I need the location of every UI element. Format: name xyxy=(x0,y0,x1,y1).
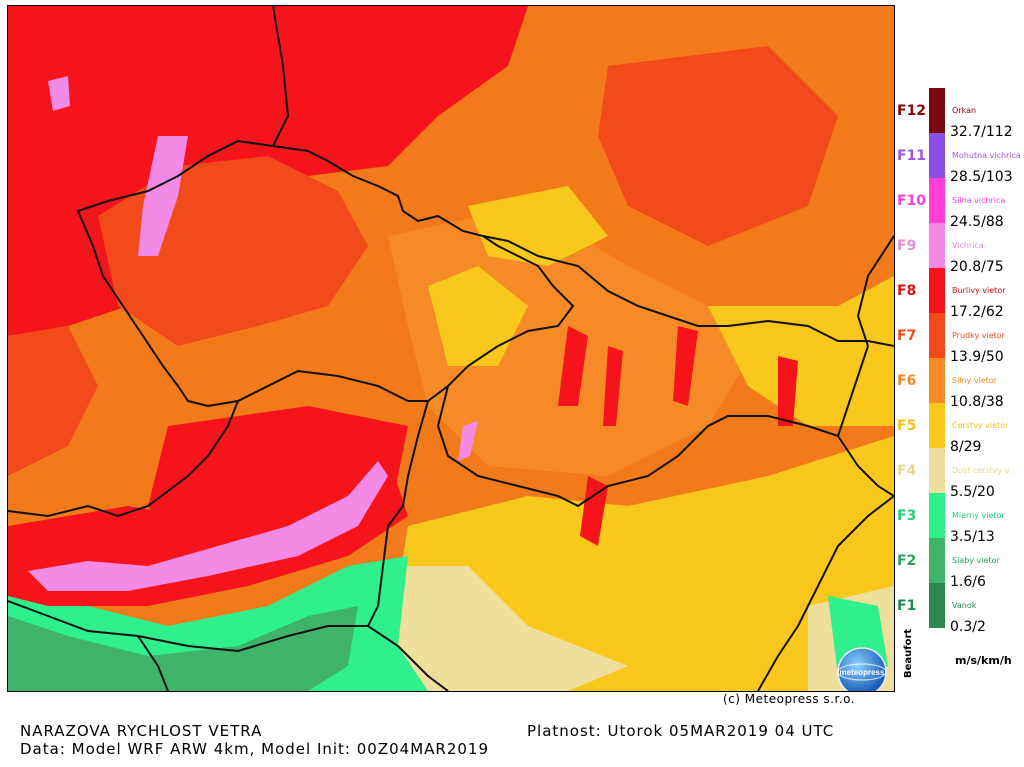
border-czechia xyxy=(76,139,575,408)
legend-color-swatch xyxy=(929,358,945,403)
legend-color-swatch xyxy=(929,538,945,583)
legend-threshold-value: 24.5/88 xyxy=(950,214,1004,230)
meteopress-logo: meteopress xyxy=(837,647,887,691)
legend-class-name: Dost cerstvy v. xyxy=(952,466,1012,475)
beaufort-class-label: F9 xyxy=(897,238,917,254)
border-hungary-east xyxy=(837,435,894,497)
validity-time: Platnost: Utorok 05MAR2019 04 UTC xyxy=(527,722,835,740)
legend-threshold-value: 32.7/112 xyxy=(950,124,1013,140)
gust-zone-red-streak-2 xyxy=(603,346,623,426)
country-borders xyxy=(8,6,894,691)
legend-color-swatch xyxy=(929,403,945,448)
legend-color-swatch xyxy=(929,583,945,628)
legend-color-swatch xyxy=(929,178,945,223)
gust-zone-red-west xyxy=(8,326,98,476)
gust-zone-red-streak-1 xyxy=(558,326,588,406)
border-hungary-south xyxy=(757,495,894,691)
legend-threshold-value: 8/29 xyxy=(950,439,982,455)
wind-gust-map: meteopress xyxy=(7,5,895,692)
gust-zone-yellow-east xyxy=(708,276,894,426)
border-slovenia xyxy=(137,635,169,691)
gust-zone-magenta-streak xyxy=(458,421,478,461)
beaufort-axis-label: Beaufort xyxy=(903,628,914,678)
legend-threshold-value: 3.5/13 xyxy=(950,529,995,545)
gust-zone-red-streak-5 xyxy=(580,476,608,546)
gust-zone-yellow-north xyxy=(468,186,608,266)
beaufort-class-label: F8 xyxy=(897,283,917,299)
gust-zone-red-streak-3 xyxy=(673,326,698,406)
beaufort-legend: F12 Orkan 32.7/112 F11 Mohutna vichrica 28.5/… xyxy=(895,88,1024,678)
legend-threshold-value: 10.8/38 xyxy=(950,394,1004,410)
legend-color-swatch xyxy=(929,133,945,178)
border-ukraine xyxy=(856,235,894,347)
border-germany-poland xyxy=(272,6,290,147)
legend-threshold-value: 0.3/2 xyxy=(950,619,986,635)
legend-class-name: Silny vietor xyxy=(952,376,998,385)
legend-class-name: Burlivy vietor xyxy=(952,286,1006,295)
model-info: Data: Model WRF ARW 4km, Model Init: 00Z… xyxy=(20,740,489,758)
legend-color-swatch xyxy=(929,88,945,133)
legend-threshold-value: 5.5/20 xyxy=(950,484,995,500)
border-austria-south xyxy=(8,400,239,518)
border-alps-south xyxy=(8,600,368,653)
gust-zone-magenta-alpine xyxy=(28,461,388,591)
beaufort-class-label: F3 xyxy=(897,508,917,524)
border-austria-hungary xyxy=(366,400,449,691)
legend-threshold-value: 13.9/50 xyxy=(950,349,1004,365)
legend-class-name: Mohutna vichrica xyxy=(952,151,1021,160)
legend-class-name: Cerstvy vietor xyxy=(952,421,1009,430)
beaufort-class-label: F5 xyxy=(897,418,917,434)
gust-zone-magenta-erz xyxy=(138,136,188,256)
beaufort-class-label: F4 xyxy=(897,463,917,479)
legend-color-swatch xyxy=(929,268,945,313)
legend-threshold-value: 20.8/75 xyxy=(950,259,1004,275)
units-label: m/s/km/h xyxy=(955,654,1012,667)
gust-zone-red-ne xyxy=(598,46,838,246)
border-poland-east xyxy=(482,235,894,347)
gust-zone-magenta-nw xyxy=(48,76,70,111)
legend-threshold-value: 1.6/6 xyxy=(950,574,986,590)
legend-class-name: Mierny vietor xyxy=(952,511,1005,520)
copyright-text: (c) Meteopress s.r.o. xyxy=(723,692,856,706)
legend-color-swatch xyxy=(929,448,945,493)
gust-zone-yellow-mid xyxy=(428,266,528,366)
beaufort-class-label: F1 xyxy=(897,598,917,614)
svg-text:meteopress: meteopress xyxy=(840,668,885,677)
beaufort-class-label: F10 xyxy=(897,193,927,209)
legend-color-swatch xyxy=(929,223,945,268)
legend-class-name: Silna vichrica xyxy=(952,196,1006,205)
gust-zone-darkgreen-alps xyxy=(8,606,358,691)
beaufort-class-label: F2 xyxy=(897,553,917,569)
legend-class-name: Prudky vietor xyxy=(952,331,1005,340)
beaufort-class-label: F12 xyxy=(897,103,927,119)
beaufort-class-label: F11 xyxy=(897,148,927,164)
legend-class-name: Vichrica xyxy=(952,241,984,250)
legend-color-swatch xyxy=(929,313,945,358)
gust-zone-pale-yellow xyxy=(378,566,628,691)
beaufort-class-label: F6 xyxy=(897,373,917,389)
legend-color-swatch xyxy=(929,493,945,538)
legend-threshold-value: 28.5/103 xyxy=(950,169,1013,185)
legend-threshold-value: 17.2/62 xyxy=(950,304,1004,320)
legend-class-name: Orkan xyxy=(952,106,977,115)
gust-zone-red-streak-4 xyxy=(778,356,798,426)
legend-class-name: Slaby vietor xyxy=(952,556,1000,565)
map-title: NARAZOVA RYCHLOST VETRA xyxy=(20,722,263,740)
border-slovakia-south xyxy=(436,345,869,508)
beaufort-class-label: F7 xyxy=(897,328,917,344)
legend-class-name: Vanok xyxy=(952,601,977,610)
